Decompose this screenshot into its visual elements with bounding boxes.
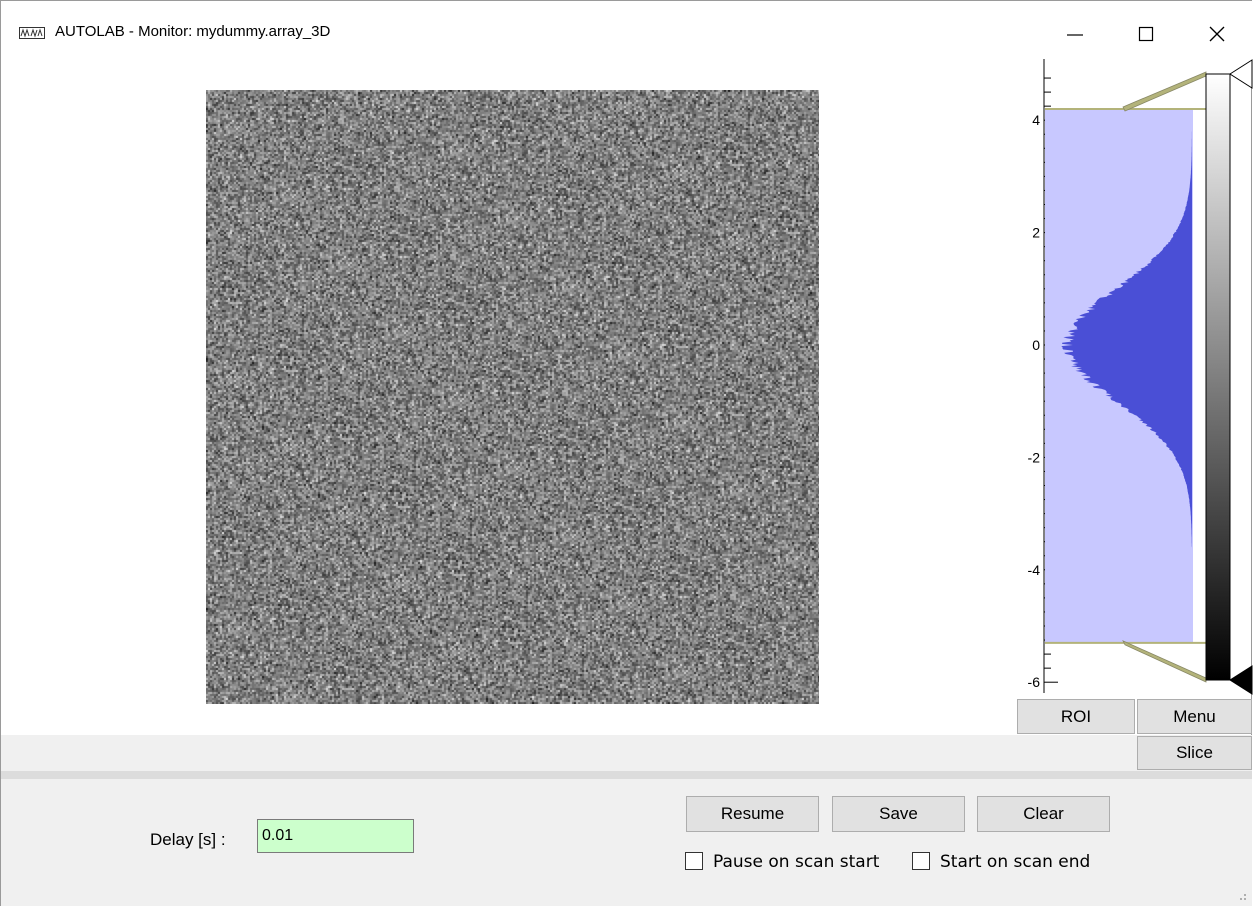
start-on-scan-end-label[interactable]: Start on scan end: [940, 852, 1090, 872]
axis-tick-label: -2: [1028, 449, 1041, 465]
clear-button[interactable]: Clear: [977, 796, 1110, 832]
pause-on-scan-start-checkbox[interactable]: [685, 852, 703, 870]
maximize-button[interactable]: [1122, 9, 1170, 57]
delay-label: Delay [s] :: [150, 830, 226, 850]
resume-button[interactable]: Resume: [686, 796, 819, 832]
maximize-icon: [1122, 9, 1170, 57]
gradient-min-handle[interactable]: [1230, 666, 1252, 694]
save-button[interactable]: Save: [832, 796, 965, 832]
image-toolbar-area: [1, 735, 1252, 771]
axis-tick-label: 2: [1032, 225, 1040, 241]
pause-on-scan-start-label[interactable]: Pause on scan start: [713, 852, 879, 872]
axis-tick-label: 4: [1032, 112, 1040, 128]
roi-button[interactable]: ROI: [1017, 699, 1135, 734]
axis-tick-label: -6: [1028, 674, 1041, 690]
close-button[interactable]: [1193, 9, 1241, 57]
waveform-icon: [19, 25, 45, 41]
minimize-button[interactable]: [1051, 9, 1099, 57]
gradient-colorbar[interactable]: [1206, 74, 1230, 680]
title-bar[interactable]: AUTOLAB - Monitor: mydummy.array_3D: [1, 1, 1252, 61]
minimize-icon: [1051, 9, 1099, 57]
splitter-handle[interactable]: [1, 771, 1252, 779]
slice-button[interactable]: Slice: [1137, 736, 1252, 770]
delay-input[interactable]: [257, 819, 414, 853]
axis-tick-label: 0: [1032, 337, 1040, 353]
start-on-scan-end-checkbox[interactable]: [912, 852, 930, 870]
gradient-max-handle[interactable]: [1230, 60, 1252, 88]
level-max-connector: [1123, 72, 1206, 111]
noise-image: [206, 90, 819, 704]
close-icon: [1193, 9, 1241, 57]
level-min-connector: [1123, 641, 1206, 682]
window-title: AUTOLAB - Monitor: mydummy.array_3D: [55, 23, 330, 40]
image-view[interactable]: [206, 90, 819, 704]
menu-button[interactable]: Menu: [1137, 699, 1252, 734]
histogram-lut-panel[interactable]: 4 2 0 -2 -4 -6: [1011, 59, 1253, 699]
resize-grip-icon[interactable]: [1235, 889, 1247, 901]
axis-tick-label: -4: [1028, 562, 1041, 578]
